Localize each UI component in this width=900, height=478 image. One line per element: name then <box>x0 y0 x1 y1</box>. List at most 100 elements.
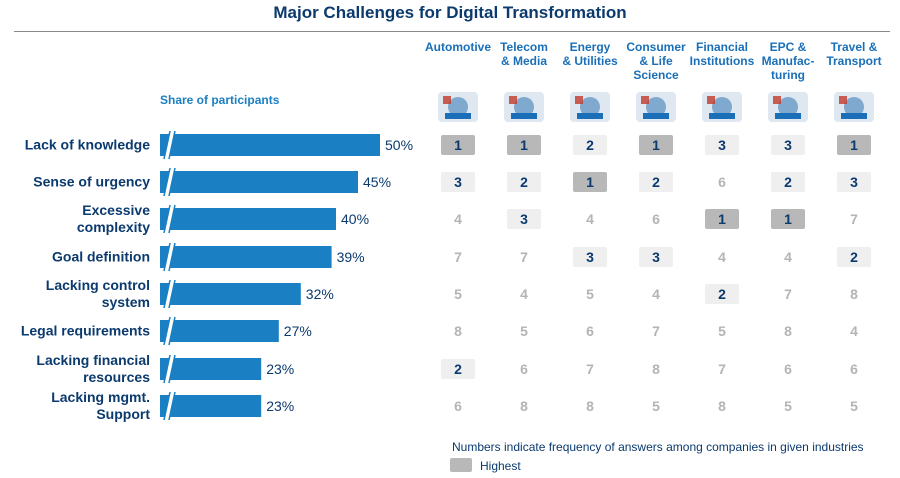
bar <box>160 395 262 417</box>
axis-break-mark <box>164 392 175 420</box>
axis-break-line <box>163 354 171 384</box>
rank-cell: 2 <box>771 172 805 192</box>
rank-cell: 3 <box>441 172 475 192</box>
rank-cell: 4 <box>652 286 660 302</box>
rank-cell: 3 <box>771 135 805 155</box>
rank-cell: 4 <box>454 211 462 227</box>
rank-cell: 7 <box>784 286 792 302</box>
rank-cell: 7 <box>454 249 462 265</box>
axis-break-line <box>163 167 171 197</box>
axis-break-line <box>168 316 176 346</box>
rank-cell: 8 <box>454 323 462 339</box>
rank-cell: 5 <box>784 398 792 414</box>
axis-break-mark <box>164 168 175 196</box>
rank-cell: 5 <box>718 323 726 339</box>
bar-value-label: 27% <box>283 323 312 339</box>
industry-header: Consumer & Life Science <box>626 40 686 82</box>
title-divider <box>14 31 890 32</box>
axis-break-mark <box>164 131 175 159</box>
bar-value-label: 23% <box>266 398 295 414</box>
rank-cell: 6 <box>454 398 462 414</box>
rank-cell: 2 <box>441 359 475 379</box>
industry-header: EPC & Manufac-turing <box>761 40 815 82</box>
rank-cell: 1 <box>705 209 739 229</box>
rank-cell: 4 <box>586 211 594 227</box>
rank-cell: 1 <box>507 135 541 155</box>
axis-break-mark <box>164 243 175 271</box>
bar-value-label: 40% <box>341 211 370 227</box>
rank-cell: 5 <box>850 398 858 414</box>
rank-cell: 6 <box>718 174 726 190</box>
industry-header: Telecom & Media <box>500 40 548 68</box>
rank-cell: 2 <box>639 172 673 192</box>
axis-break-line <box>168 354 176 384</box>
category-label: Goal definition <box>52 248 150 265</box>
axis-break-line <box>163 204 171 234</box>
bar <box>160 320 279 342</box>
office-buildings-icon <box>702 92 742 122</box>
bar <box>160 246 332 268</box>
satellite-dish-icon <box>504 92 544 122</box>
bar-value-label: 50% <box>385 137 414 153</box>
rank-cell: 2 <box>705 284 739 304</box>
legend-highest-label: Highest <box>480 459 521 473</box>
industry-header: Financial Institutions <box>689 40 755 68</box>
rank-cell: 3 <box>507 209 541 229</box>
axis-break-line <box>163 130 171 160</box>
category-label: Sense of urgency <box>33 173 150 190</box>
rank-cell: 7 <box>652 323 660 339</box>
axis-break-line <box>168 391 176 421</box>
rank-cell: 6 <box>586 323 594 339</box>
shoppers-icon <box>636 92 676 122</box>
rank-cell: 1 <box>573 172 607 192</box>
rank-cell: 2 <box>507 172 541 192</box>
category-label: Lack of knowledge <box>24 136 150 153</box>
rank-cell: 8 <box>850 286 858 302</box>
gears-icon <box>768 92 808 122</box>
category-label: Excessive complexity <box>76 202 150 235</box>
bar <box>160 358 262 380</box>
rank-cell: 1 <box>771 209 805 229</box>
rank-cell: 5 <box>454 286 462 302</box>
share-of-participants-label: Share of participants <box>160 93 280 107</box>
bar <box>160 134 380 156</box>
rank-cell: 8 <box>784 323 792 339</box>
rank-cell: 7 <box>718 361 726 377</box>
axis-break-line <box>163 242 171 272</box>
axis-break-line <box>168 130 176 160</box>
rank-cell: 3 <box>639 247 673 267</box>
rank-cell: 1 <box>639 135 673 155</box>
rank-cell: 8 <box>520 398 528 414</box>
industry-header: Energy & Utilities <box>562 40 618 68</box>
bar-value-label: 23% <box>266 361 295 377</box>
rank-cell: 5 <box>652 398 660 414</box>
rank-cell: 7 <box>850 211 858 227</box>
rank-cell: 6 <box>784 361 792 377</box>
rank-cell: 3 <box>837 172 871 192</box>
axis-break-mark <box>164 317 175 345</box>
bar <box>160 283 301 305</box>
axis-break-mark <box>164 280 175 308</box>
axis-break-line <box>168 204 176 234</box>
rank-cell: 3 <box>573 247 607 267</box>
category-label: Legal requirements <box>20 322 150 339</box>
rank-cell: 7 <box>520 249 528 265</box>
category-label: Lacking financial resources <box>36 352 150 385</box>
rank-cell: 2 <box>837 247 871 267</box>
axis-break-line <box>168 279 176 309</box>
axis-break-mark <box>164 205 175 233</box>
axis-break-line <box>168 167 176 197</box>
rank-cell: 8 <box>652 361 660 377</box>
rank-cell: 4 <box>850 323 858 339</box>
rank-cell: 6 <box>520 361 528 377</box>
axis-break-mark <box>164 355 175 383</box>
bar-value-label: 32% <box>305 286 334 302</box>
rank-cell: 8 <box>586 398 594 414</box>
rank-cell: 4 <box>718 249 726 265</box>
legend-highest-swatch <box>450 458 472 472</box>
bar-value-label: 45% <box>363 174 392 190</box>
rank-cell: 6 <box>850 361 858 377</box>
car-factory-icon <box>438 92 478 122</box>
rank-cell: 2 <box>573 135 607 155</box>
